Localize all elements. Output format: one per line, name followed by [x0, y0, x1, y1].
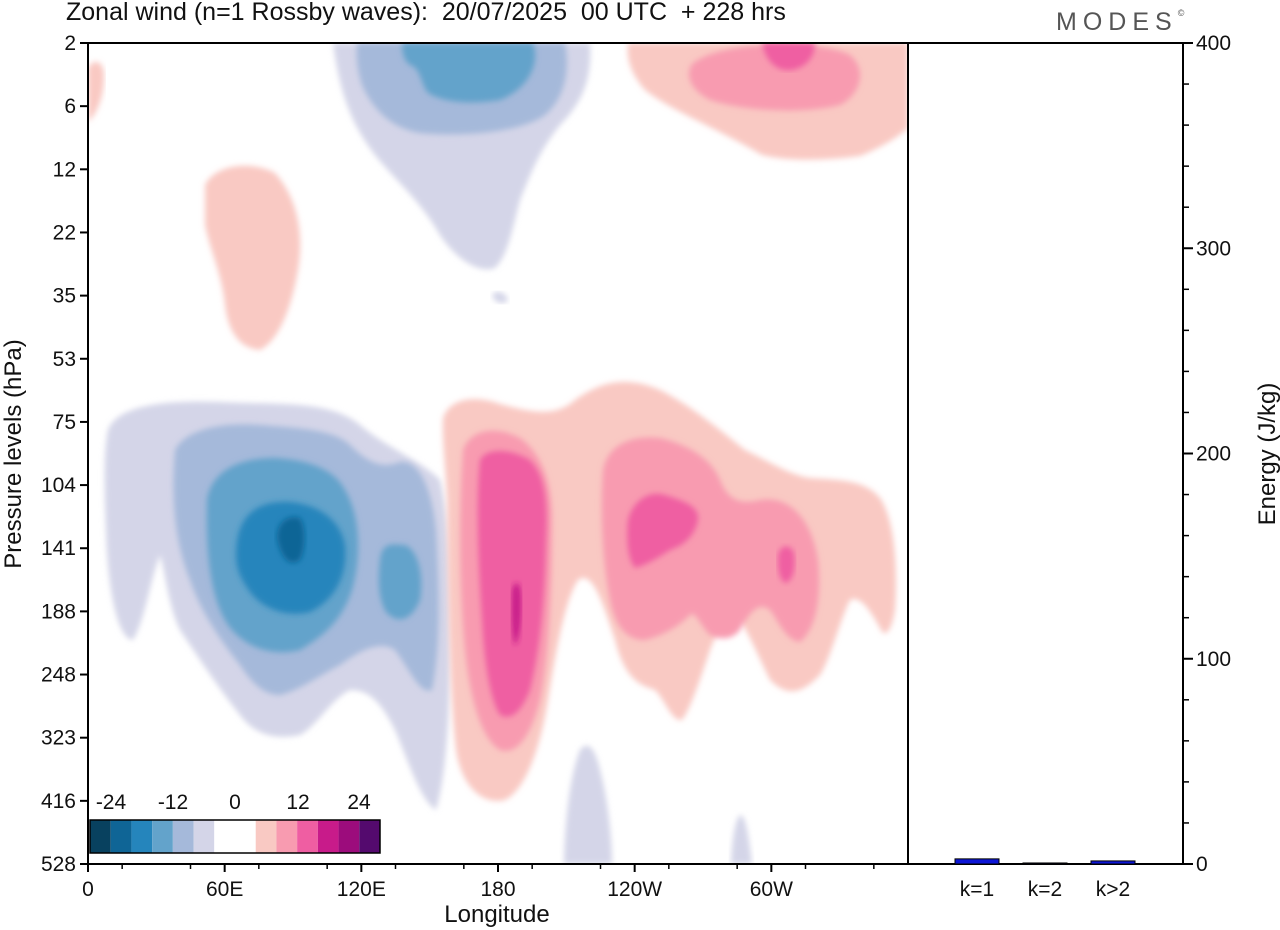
- pressure-tick-label: 248: [41, 664, 76, 687]
- contour-region: [731, 815, 752, 864]
- y-axis-title: Pressure levels (hPa): [0, 339, 27, 568]
- pressure-axis: 2 6 12 22 35 53 75 104 141 188 248 323 416 528: [41, 32, 88, 876]
- colorbar-label: 0: [229, 791, 241, 814]
- pressure-tick-label: 2: [64, 32, 76, 55]
- colorbar-swatch: [193, 820, 215, 853]
- pressure-tick-label: 35: [53, 285, 76, 308]
- energy-tick-label: 0: [1196, 853, 1208, 876]
- energy-bar-label: k=1: [960, 878, 994, 901]
- energy-bar: [954, 858, 1000, 865]
- colorbar-label: 24: [347, 791, 371, 814]
- longitude-tick-label: 60E: [206, 878, 243, 901]
- contour-region: [402, 43, 536, 103]
- colorbar-swatch: [131, 820, 153, 853]
- pressure-tick-label: 141: [41, 537, 76, 560]
- energy-bar: [1022, 862, 1068, 865]
- pressure-tick-label: 22: [53, 221, 76, 244]
- contour-region: [511, 583, 522, 645]
- colorbar-label: -12: [158, 791, 188, 814]
- colorbar-swatch: [110, 820, 132, 853]
- brand-name: MODES: [1056, 8, 1178, 36]
- energy-tick-label: 300: [1196, 237, 1231, 260]
- contour-region: [492, 291, 508, 304]
- contour-region: [277, 517, 305, 563]
- contour-region: [689, 44, 861, 111]
- longitude-tick-label: 120E: [337, 878, 386, 901]
- energy-axis-title: Energy (J/kg): [1254, 383, 1280, 526]
- energy-bar-label: k>2: [1096, 878, 1130, 901]
- energy-bar-label: k=2: [1028, 878, 1062, 901]
- contour-region: [777, 546, 795, 583]
- longitude-tick-label: 120W: [607, 878, 662, 901]
- energy-tick-label: 100: [1196, 648, 1231, 671]
- colorbar-swatch: [317, 820, 339, 853]
- energy-axis: 0 100 200 300 400: [1183, 32, 1231, 876]
- colorbar: -24 -12 0 12 24: [88, 785, 381, 864]
- colorbar-swatch: [276, 820, 298, 853]
- contour-region: [762, 43, 815, 71]
- contour-region: [564, 745, 612, 864]
- chart-title: Zonal wind (n=1 Rossby waves): 20/07/202…: [66, 0, 786, 26]
- x-axis-title: Longitude: [444, 901, 549, 928]
- pressure-tick-label: 323: [41, 727, 76, 750]
- pressure-tick-label: 188: [41, 600, 76, 623]
- colorbar-swatch: [359, 820, 380, 853]
- colorbar-swatch: [214, 820, 235, 853]
- pressure-tick-label: 416: [41, 790, 76, 813]
- pressure-tick-label: 12: [53, 158, 76, 181]
- energy-bars: k=1 k=2 k>2: [954, 858, 1136, 901]
- contour-region: [205, 165, 301, 350]
- colorbar-label: 12: [286, 791, 309, 814]
- longitude-tick-label: 60W: [750, 878, 793, 901]
- pressure-tick-label: 528: [41, 853, 76, 876]
- pressure-tick-label: 6: [64, 95, 76, 118]
- colorbar-swatch: [297, 820, 318, 853]
- energy-bar: [1090, 860, 1136, 865]
- colorbar-swatch: [235, 820, 256, 853]
- brand-logo: MODES©: [1056, 8, 1184, 37]
- colorbar-swatch: [172, 820, 194, 853]
- contour-region: [627, 493, 699, 568]
- pressure-tick-label: 104: [41, 474, 76, 497]
- longitude-tick-label: 180: [480, 878, 515, 901]
- longitude-axis: 0 60E 120E 180 120W 60W: [82, 864, 875, 901]
- contour-field: [88, 43, 908, 864]
- contour-region: [378, 544, 422, 620]
- energy-tick-label: 400: [1196, 32, 1231, 55]
- colorbar-frame: [89, 819, 381, 854]
- colorbar-swatch: [255, 820, 277, 853]
- contour-region: [477, 451, 547, 717]
- colorbar-swatch: [338, 820, 360, 853]
- colorbar-swatch: [152, 820, 173, 853]
- longitude-tick-label: 0: [82, 878, 94, 901]
- contour-region: [88, 61, 104, 122]
- colorbar-swatch: [90, 820, 111, 853]
- contour-region: [601, 437, 820, 642]
- brand-mark: ©: [1177, 8, 1185, 18]
- colorbar-label: -24: [96, 791, 127, 814]
- energy-tick-label: 200: [1196, 443, 1231, 466]
- pressure-tick-label: 53: [53, 348, 76, 371]
- pressure-tick-label: 75: [53, 411, 76, 434]
